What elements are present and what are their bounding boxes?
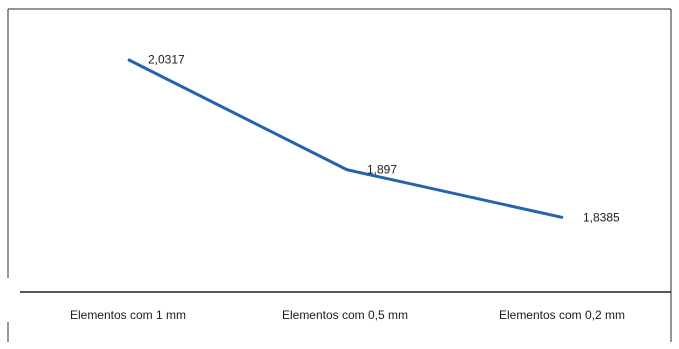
series-line [127,58,564,220]
data-label: 2,0317 [148,53,185,67]
x-tick-label: Elementos com 0,2 mm [499,308,625,322]
data-label: 1,8385 [583,211,620,225]
x-tick-label: Elementos com 1 mm [70,308,186,322]
data-label: 1,897 [367,163,397,177]
x-tick-label: Elementos com 0,5 mm [282,308,408,322]
